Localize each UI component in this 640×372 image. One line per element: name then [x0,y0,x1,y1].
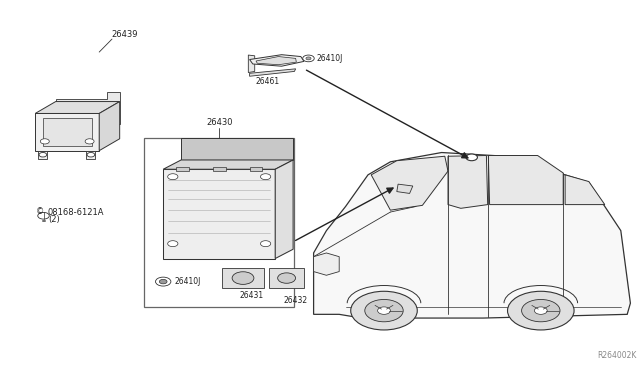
Circle shape [260,241,271,247]
Text: (2): (2) [48,215,60,224]
Circle shape [260,174,271,180]
Circle shape [168,174,178,180]
Circle shape [522,299,560,322]
Bar [212,167,226,171]
Circle shape [534,307,547,314]
Circle shape [87,153,95,157]
Circle shape [378,307,390,314]
Text: R264002K: R264002K [597,351,637,360]
Polygon shape [99,102,120,151]
Polygon shape [163,160,293,169]
Polygon shape [275,160,293,259]
Circle shape [278,273,296,283]
Circle shape [168,241,178,247]
Polygon shape [35,113,99,151]
Circle shape [85,139,94,144]
Bar [222,268,264,288]
Text: 26431: 26431 [240,291,264,300]
Circle shape [38,212,49,219]
Text: ©: © [36,208,44,217]
Polygon shape [163,169,275,259]
Text: 26439: 26439 [111,30,138,39]
Polygon shape [56,92,120,124]
Circle shape [306,57,311,60]
Circle shape [466,154,477,161]
Circle shape [508,291,574,330]
Bar [176,167,189,171]
Bar [86,151,95,159]
Bar [269,268,304,288]
Circle shape [156,277,171,286]
Polygon shape [250,55,304,66]
Bar [144,138,294,307]
Polygon shape [250,69,296,76]
Polygon shape [488,155,563,205]
Polygon shape [448,155,488,208]
Text: 26432: 26432 [284,296,308,305]
Circle shape [39,153,47,157]
Text: 26410J: 26410J [316,54,342,63]
Polygon shape [35,102,120,113]
Circle shape [159,279,167,284]
Text: 26461: 26461 [256,77,280,86]
Text: 26410J: 26410J [175,277,201,286]
Polygon shape [397,184,413,193]
Polygon shape [565,175,605,205]
Polygon shape [181,138,293,160]
Bar [250,167,262,171]
Circle shape [40,139,49,144]
Polygon shape [248,55,255,73]
Circle shape [232,272,254,284]
Polygon shape [371,156,448,210]
Bar [38,151,47,159]
Text: 08168-6121A: 08168-6121A [48,208,104,217]
Bar [43,118,92,146]
Circle shape [351,291,417,330]
Text: 26430: 26430 [206,118,232,127]
Circle shape [365,299,403,322]
Circle shape [303,55,314,62]
Polygon shape [314,153,630,318]
Polygon shape [314,253,339,275]
Polygon shape [256,57,296,65]
